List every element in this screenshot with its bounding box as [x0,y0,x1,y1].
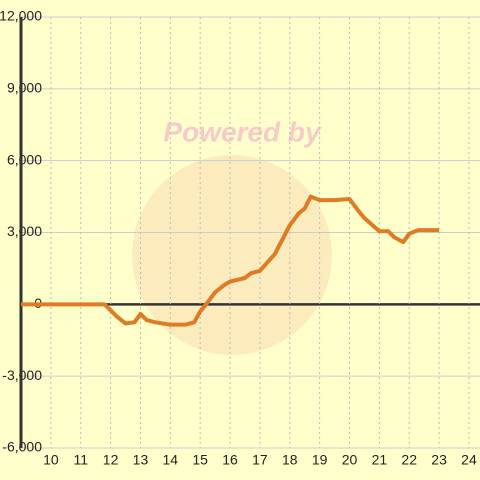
x-tick-label: 24 [461,452,477,468]
x-tick-label: 22 [401,452,417,468]
x-tick-label: 23 [431,452,447,468]
x-tick-label: 10 [43,452,59,468]
x-tick-label: 13 [133,452,149,468]
x-tick-label: 15 [192,452,208,468]
x-tick-label: 11 [73,452,88,468]
x-tick-label: 16 [222,452,238,468]
y-tick-label: 9,000 [7,80,42,96]
data-line [21,194,440,327]
x-tick-label: 19 [312,452,328,468]
x-tick-label: 18 [282,452,298,468]
x-tick-label: 12 [103,452,119,468]
x-tick-label: 14 [163,452,179,468]
y-tick-label: 6,000 [7,151,42,167]
x-tick-label: 17 [252,452,268,468]
x-tick-label: 20 [342,452,358,468]
x-tick-label: 21 [372,452,388,468]
y-tick-label: 3,000 [7,223,42,239]
watermark: Powered by [163,116,322,147]
y-tick-label: 12,000 [0,8,42,24]
